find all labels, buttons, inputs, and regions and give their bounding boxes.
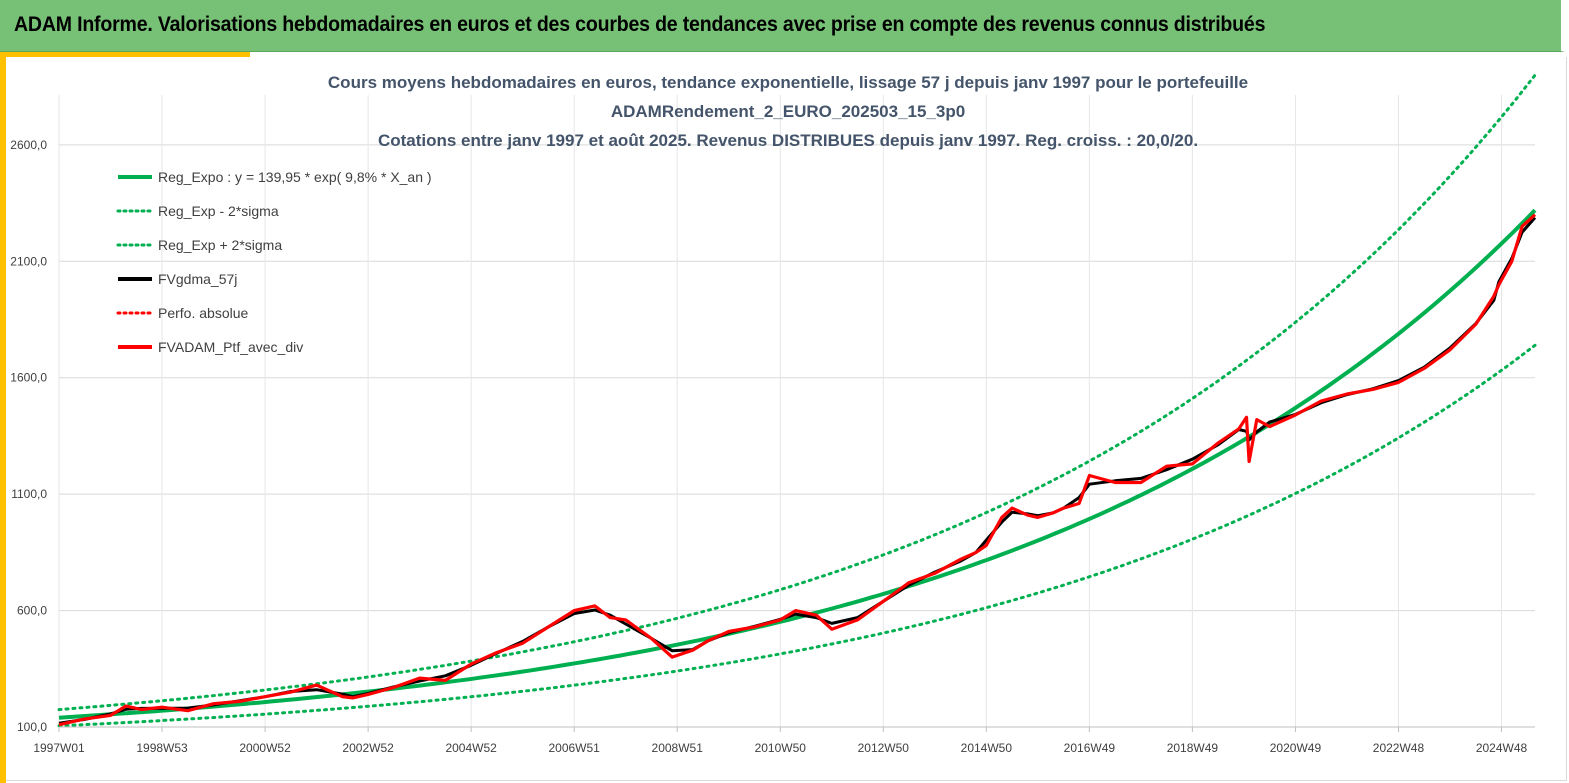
accent-top-bar — [0, 52, 250, 57]
chart-frame — [6, 57, 1567, 781]
x-tick-label: 2020W49 — [1270, 741, 1322, 755]
x-tick-label: 2012W50 — [858, 741, 910, 755]
y-tick-label: 2600,0 — [10, 138, 47, 152]
header-bar: ADAM Informe. Valorisations hebdomadaire… — [0, 0, 1565, 52]
x-tick-label: 2002W52 — [342, 741, 394, 755]
chart-title-line-3: Cotations entre janv 1997 et août 2025. … — [378, 131, 1198, 150]
chart-gridlines — [58, 95, 1535, 728]
legend-label: FVADAM_Ptf_avec_div — [158, 339, 303, 355]
x-tick-label: 2024W48 — [1476, 741, 1528, 755]
header-title: ADAM Informe. Valorisations hebdomadaire… — [14, 13, 1266, 36]
y-tick-label: 100,0 — [17, 720, 47, 734]
chart-title-line-1: Cours moyens hebdomadaires en euros, ten… — [328, 73, 1248, 92]
x-tick-label: 1997W01 — [33, 741, 85, 755]
y-tick-label: 1100,0 — [11, 487, 47, 501]
x-tick-label: 2022W48 — [1373, 741, 1425, 755]
y-tick-label: 2100,0 — [10, 254, 47, 268]
x-tick-label: 2010W50 — [755, 741, 807, 755]
x-tick-label: 2006W51 — [548, 741, 600, 755]
legend-label: FVgdma_57j — [158, 271, 237, 287]
legend-label: Reg_Expo : y = 139,95 * exp( 9,8% * X_an… — [158, 169, 432, 185]
legend-label: Reg_Exp + 2*sigma — [158, 237, 282, 253]
chart-series — [57, 73, 1537, 728]
chart-title-block: Cours moyens hebdomadaires en euros, ten… — [328, 73, 1248, 150]
chart-title-line-2: ADAMRendement_2_EURO_202503_15_3p0 — [611, 102, 965, 121]
x-tick-label: 2016W49 — [1064, 741, 1116, 755]
x-tick-label: 2008W51 — [652, 741, 704, 755]
series-line-fvadam-ptf-avec-div — [58, 213, 1537, 727]
legend-label: Reg_Exp - 2*sigma — [158, 203, 279, 219]
series-line-fvgdma-57j — [58, 216, 1537, 725]
x-tick-label: 2014W50 — [961, 741, 1013, 755]
x-tick-label: 2000W52 — [239, 741, 291, 755]
series-line-reg-expo — [58, 208, 1537, 720]
y-tick-label: 600,0 — [17, 604, 47, 618]
chart-axes: 100,0 600,0 1100,0 1600,0 2100,0 2600,0 1997W0… — [10, 138, 1535, 755]
y-tick-label: 1600,0 — [10, 371, 47, 385]
accent-left-bar — [0, 52, 6, 783]
x-tick-label: 2004W52 — [445, 741, 497, 755]
series-line-reg-exp-plus-2sigma — [57, 73, 1537, 712]
legend-label: Perfo. absolue — [158, 305, 248, 321]
series-line-reg-exp-minus-2sigma — [57, 343, 1537, 728]
x-tick-label: 2018W49 — [1167, 741, 1219, 755]
chart-legend: Reg_Expo : y = 139,95 * exp( 9,8% * X_an… — [116, 169, 432, 355]
x-tick-label: 1998W53 — [136, 741, 188, 755]
